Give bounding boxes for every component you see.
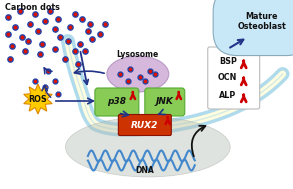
- Text: ALP: ALP: [219, 91, 236, 99]
- FancyBboxPatch shape: [118, 115, 171, 136]
- Text: Carbon dots: Carbon dots: [5, 3, 60, 12]
- Text: Mature
Osteoblast: Mature Osteoblast: [237, 12, 286, 31]
- Text: RUX2: RUX2: [131, 121, 159, 129]
- Text: DNA: DNA: [135, 166, 154, 175]
- Text: p38: p38: [107, 98, 126, 106]
- Ellipse shape: [107, 56, 169, 92]
- Text: ROS: ROS: [29, 94, 47, 104]
- Polygon shape: [24, 84, 52, 114]
- FancyBboxPatch shape: [95, 88, 139, 116]
- Text: OCN: OCN: [218, 74, 237, 83]
- Text: Lysosome: Lysosome: [117, 50, 159, 59]
- FancyBboxPatch shape: [208, 47, 260, 109]
- FancyBboxPatch shape: [145, 88, 185, 116]
- Ellipse shape: [65, 117, 230, 177]
- Text: JNK: JNK: [156, 98, 174, 106]
- Text: BSP: BSP: [219, 57, 237, 66]
